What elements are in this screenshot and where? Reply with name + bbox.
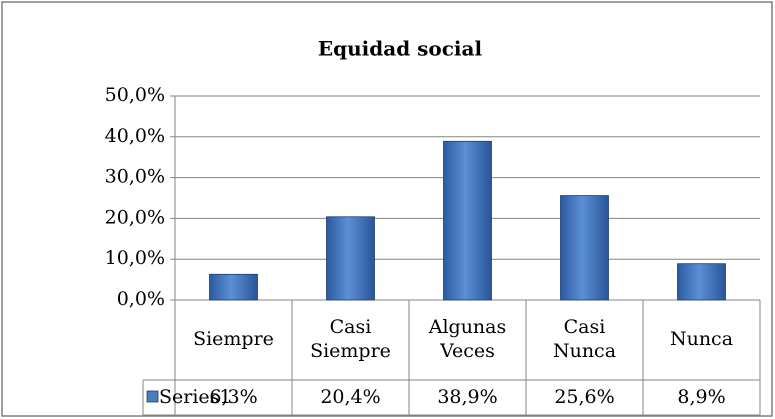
x-tick-label: Nunca xyxy=(670,328,733,350)
data-table-value: 6,3% xyxy=(209,386,257,408)
data-table-value: 20,4% xyxy=(320,386,380,408)
data-table-value: 25,6% xyxy=(554,386,614,408)
bar xyxy=(443,140,492,301)
bar xyxy=(209,273,258,301)
y-tick-label: 0,0% xyxy=(117,288,165,310)
y-tick-label: 40,0% xyxy=(105,125,165,147)
legend-key xyxy=(146,390,159,403)
y-tick-label: 30,0% xyxy=(105,166,165,188)
x-tick-label: Siempre xyxy=(193,328,274,350)
y-tick-label: 20,0% xyxy=(105,206,165,228)
bar xyxy=(560,195,609,301)
data-table-value: 8,9% xyxy=(677,386,725,408)
chart-title: Equidad social xyxy=(318,37,483,61)
y-tick-label: 10,0% xyxy=(105,247,165,269)
x-tick-label: Casi Nunca xyxy=(553,316,616,362)
x-tick-label: Casi Siempre xyxy=(310,316,391,362)
y-tick-label: 50,0% xyxy=(105,84,165,106)
data-table-value: 38,9% xyxy=(437,386,497,408)
bar xyxy=(326,216,375,301)
x-tick-label: Algunas Veces xyxy=(428,316,507,362)
bar xyxy=(677,263,726,301)
legend-label: Series1 xyxy=(159,386,232,408)
